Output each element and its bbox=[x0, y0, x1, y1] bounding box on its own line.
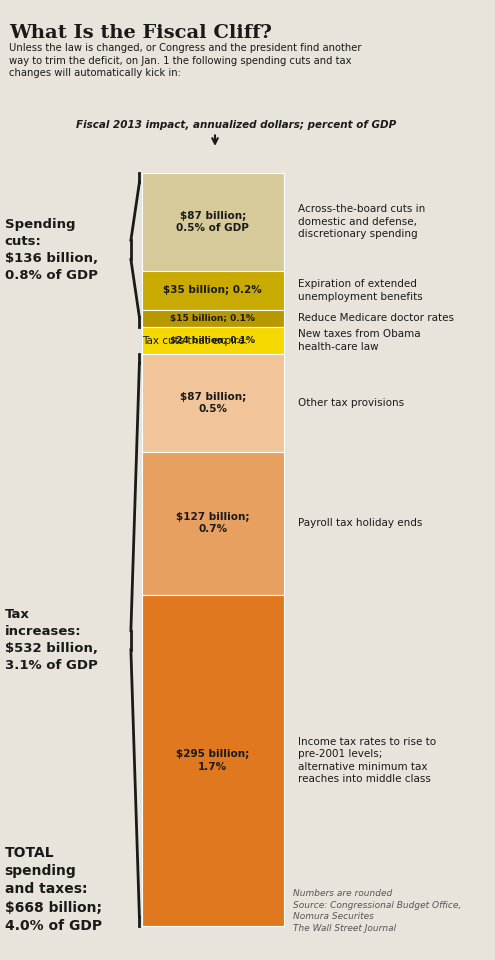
Text: Reduce Medicare doctor rates: Reduce Medicare doctor rates bbox=[297, 314, 454, 324]
Text: $35 billion; 0.2%: $35 billion; 0.2% bbox=[163, 285, 262, 296]
Text: Other tax provisions: Other tax provisions bbox=[297, 397, 404, 408]
Text: New taxes from Obama
health-care law: New taxes from Obama health-care law bbox=[297, 329, 420, 351]
Text: Tax
increases:
$532 billion,
3.1% of GDP: Tax increases: $532 billion, 3.1% of GDP bbox=[5, 608, 98, 672]
Text: Spending
cuts:
$136 billion,
0.8% of GDP: Spending cuts: $136 billion, 0.8% of GDP bbox=[5, 218, 98, 282]
Text: $15 billion; 0.1%: $15 billion; 0.1% bbox=[170, 314, 255, 323]
Text: Payroll tax holiday ends: Payroll tax holiday ends bbox=[297, 518, 422, 528]
Text: $24 billion; 0.1%: $24 billion; 0.1% bbox=[170, 336, 255, 345]
Text: Expiration of extended
unemployment benefits: Expiration of extended unemployment bene… bbox=[297, 279, 422, 301]
Bar bbox=[142, 327, 284, 354]
Bar bbox=[142, 271, 284, 310]
Text: Across-the-board cuts in
domestic and defense,
discretionary spending: Across-the-board cuts in domestic and de… bbox=[297, 204, 425, 239]
Text: $87 billion;
0.5%: $87 billion; 0.5% bbox=[180, 392, 246, 414]
Text: Income tax rates to rise to
pre-2001 levels;
alternative minimum tax
reaches int: Income tax rates to rise to pre-2001 lev… bbox=[297, 737, 436, 784]
Text: Numbers are rounded
Source: Congressional Budget Office,
Nomura Securites
The Wa: Numbers are rounded Source: Congressiona… bbox=[293, 889, 461, 933]
Text: TOTAL
spending
and taxes:
$668 billion;
4.0% of GDP: TOTAL spending and taxes: $668 billion; … bbox=[5, 846, 102, 933]
Text: What Is the Fiscal Cliff?: What Is the Fiscal Cliff? bbox=[9, 24, 272, 42]
Text: Unless the law is changed, or Congress and the president find another
way to tri: Unless the law is changed, or Congress a… bbox=[9, 43, 362, 78]
Text: Tax cuts that expire:: Tax cuts that expire: bbox=[142, 336, 248, 347]
Text: $87 billion;
0.5% of GDP: $87 billion; 0.5% of GDP bbox=[176, 210, 249, 233]
Text: Fiscal 2013 impact, annualized dollars; percent of GDP: Fiscal 2013 impact, annualized dollars; … bbox=[76, 120, 396, 130]
Text: $295 billion;
1.7%: $295 billion; 1.7% bbox=[176, 750, 249, 772]
Bar bbox=[142, 310, 284, 327]
Text: $127 billion;
0.7%: $127 billion; 0.7% bbox=[176, 512, 249, 535]
